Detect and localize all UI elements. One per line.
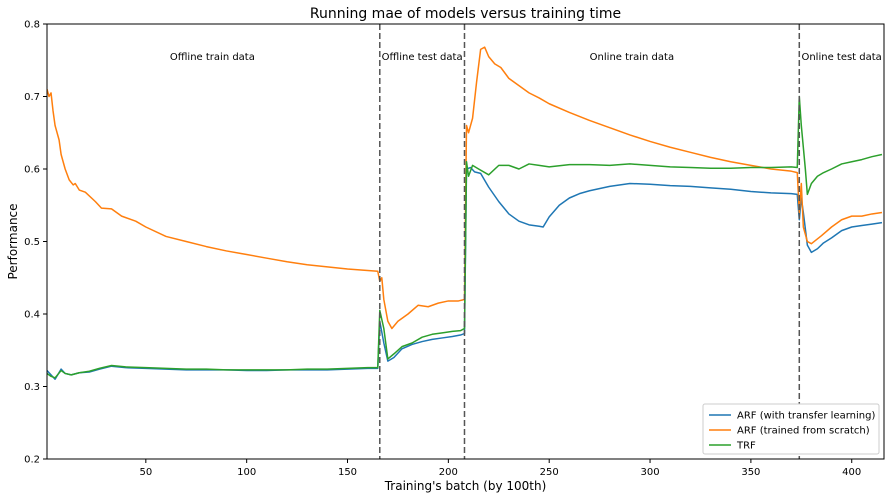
region-label: Online train data bbox=[590, 52, 674, 63]
y-tick-label: 0.7 bbox=[24, 92, 40, 103]
chart-title: Running mae of models versus training ti… bbox=[310, 6, 621, 22]
legend-box bbox=[702, 403, 880, 455]
y-tick-label: 0.4 bbox=[24, 310, 40, 321]
y-tick-label: 0.2 bbox=[24, 455, 40, 466]
region-label: Offline test data bbox=[382, 52, 463, 63]
x-tick-label: 400 bbox=[842, 467, 861, 478]
y-tick-label: 0.8 bbox=[24, 20, 40, 31]
y-tick-label: 0.6 bbox=[24, 165, 40, 176]
x-axis-label: Training's batch (by 100th) bbox=[384, 479, 547, 493]
legend: ARF (with transfer learning) ARF (trained… bbox=[702, 403, 880, 455]
legend-label: ARF (with transfer learning) bbox=[737, 411, 875, 422]
plot-area: 50 100 150 200 250 300 350 400 0.2 0.3 0.4 0.5 0.6 0.… bbox=[24, 20, 885, 478]
x-tick-label: 50 bbox=[139, 467, 152, 478]
x-tick-label: 200 bbox=[439, 467, 458, 478]
y-tick-label: 0.5 bbox=[24, 237, 40, 248]
x-tick-label: 100 bbox=[237, 467, 256, 478]
legend-label: TRF bbox=[736, 441, 756, 452]
x-tick-label: 350 bbox=[741, 467, 760, 478]
y-tick-label: 0.3 bbox=[24, 382, 40, 393]
series-line-2 bbox=[47, 46, 883, 330]
y-axis-label: Performance bbox=[6, 203, 20, 279]
region-label: Offline train data bbox=[170, 52, 255, 63]
legend-label: ARF (trained from scratch) bbox=[737, 426, 870, 437]
x-tick-label: 250 bbox=[540, 467, 559, 478]
axes-frame bbox=[46, 23, 885, 460]
x-tick-label: 300 bbox=[640, 467, 659, 478]
region-label: Online test data bbox=[801, 52, 881, 63]
x-tick-label: 150 bbox=[338, 467, 357, 478]
